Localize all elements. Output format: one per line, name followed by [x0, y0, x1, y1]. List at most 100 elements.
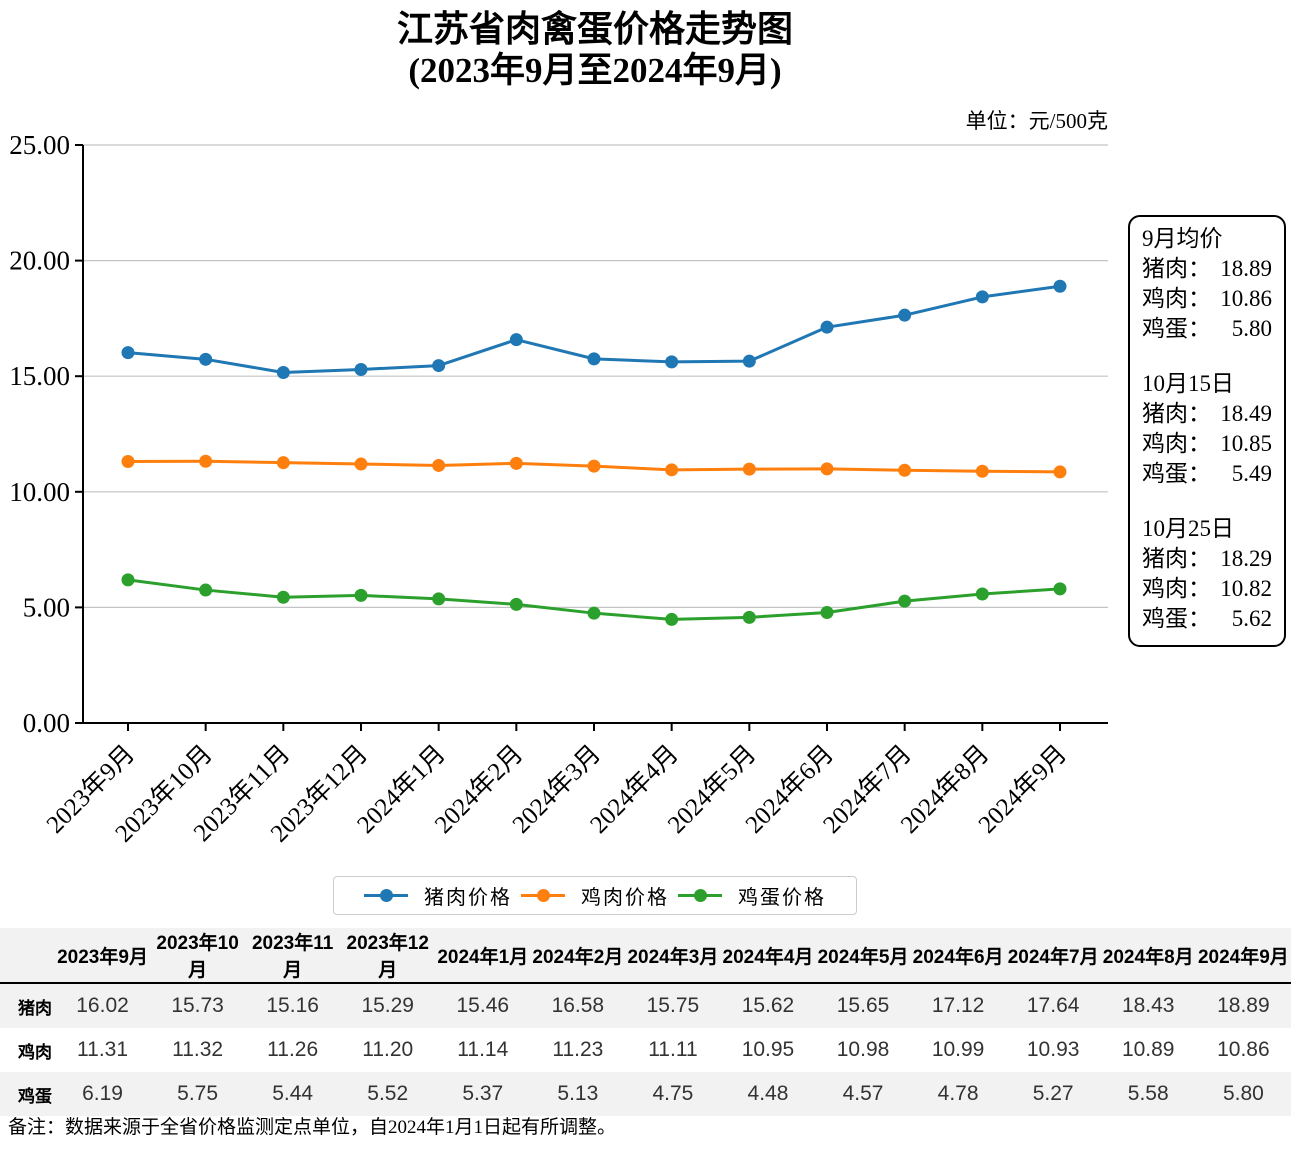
- table-cell: 11.20: [362, 1038, 414, 1061]
- panel-row: 鸡蛋： 5.62: [1142, 604, 1272, 634]
- table-cell: 11.26: [267, 1038, 319, 1061]
- data-point-pork: [121, 346, 135, 360]
- table-header-cell: 2024年1月: [435, 928, 531, 984]
- data-point-pork: [587, 352, 601, 366]
- table-cell: 5.13: [557, 1082, 599, 1105]
- row-label: 鸡蛋: [18, 1086, 52, 1106]
- table-header-cell: 2024年2月: [530, 928, 626, 984]
- row-label: 猪肉: [18, 998, 52, 1018]
- panel-row-value: 10.85: [1220, 431, 1272, 456]
- y-axis-label: 0.00: [23, 708, 70, 738]
- panel-row-value: 18.49: [1220, 401, 1272, 426]
- table-cell: 11.31: [77, 1038, 129, 1061]
- page-subtitle: (2023年9月至2024年9月): [408, 51, 782, 91]
- legend-marker-icon: [678, 889, 722, 902]
- data-point-egg: [121, 573, 135, 587]
- panel-row-label: 鸡蛋：: [1142, 316, 1211, 341]
- data-point-egg: [276, 590, 290, 604]
- footnote: 备注：数据来源于全省价格监测定点单位，自2024年1月1日起有所调整。: [8, 1117, 617, 1138]
- panel-row: 鸡蛋： 5.49: [1142, 459, 1272, 489]
- table-header-cell: 2024年5月: [815, 928, 911, 984]
- data-point-egg: [199, 583, 213, 597]
- data-point-egg: [820, 605, 834, 619]
- table-row: 猪肉 16.02 15.73 15.16 15.29 15.46 16.58 15.75 15.…: [0, 983, 1291, 1028]
- data-point-egg: [432, 592, 446, 606]
- table-corner-cell: [0, 928, 55, 984]
- table-cell: 10.89: [1121, 1038, 1175, 1061]
- y-axis-label: 15.00: [9, 361, 70, 391]
- data-point-chicken: [665, 463, 679, 477]
- chart-area: 0.00 5.00 10.00 15.00 20.00 25.00 2023年9月 2023年…: [0, 130, 1130, 870]
- table-cell: 15.73: [171, 994, 224, 1017]
- legend-label: 猪肉价格: [424, 887, 512, 909]
- table-cell: 4.78: [937, 1082, 979, 1105]
- panel-group-oct15: 10月15日 猪肉： 18.49 鸡肉： 10.85 鸡蛋： 5.49: [1142, 369, 1272, 489]
- data-point-egg: [665, 612, 679, 626]
- panel-row-value: 18.89: [1220, 256, 1272, 281]
- table-cell: 15.62: [741, 994, 795, 1017]
- legend-label: 鸡肉价格: [581, 887, 669, 909]
- panel-row-value: 5.62: [1231, 606, 1272, 631]
- data-point-pork: [432, 359, 446, 373]
- panel-row: 猪肉： 18.89: [1142, 254, 1272, 284]
- panel-row-label: 鸡肉：: [1142, 286, 1211, 311]
- price-table-body: 猪肉 16.02 15.73 15.16 15.29 15.46 16.58 15.75 15.…: [0, 983, 1291, 1116]
- panel-row: 猪肉： 18.29: [1142, 544, 1272, 574]
- table-header-cell: 2024年7月: [1005, 928, 1101, 984]
- data-point-chicken: [898, 463, 912, 477]
- table-cell: 11.11: [648, 1038, 698, 1061]
- title-block: 江苏省肉禽蛋价格走势图 (2023年9月至2024年9月): [0, 8, 1190, 92]
- price-table-head: 2023年9月 2023年10月 2023年11月 2023年12月 2024年1月 20…: [0, 928, 1291, 984]
- table-header-cell: 2023年12月: [340, 928, 436, 984]
- panel-row-value: 10.86: [1220, 286, 1272, 311]
- data-point-pork: [742, 354, 756, 368]
- panel-group-sep-average: 9月均价 猪肉： 18.89 鸡肉： 10.86 鸡蛋： 5.80: [1142, 224, 1272, 344]
- table-cell: 11.23: [552, 1038, 604, 1061]
- data-point-pork: [975, 290, 989, 304]
- data-point-chicken: [354, 457, 368, 471]
- table-header-cell: 2023年9月: [55, 928, 151, 984]
- data-point-pork: [199, 352, 213, 366]
- panel-row-label: 鸡蛋：: [1142, 606, 1211, 631]
- panel-row-label: 鸡肉：: [1142, 431, 1211, 456]
- data-point-pork: [820, 320, 834, 334]
- legend-label: 鸡蛋价格: [738, 887, 826, 909]
- y-axis-label: 10.00: [9, 477, 70, 507]
- table-cell: 10.98: [836, 1038, 890, 1061]
- table-cell: 10.99: [931, 1038, 985, 1061]
- table-cell: 17.64: [1026, 994, 1080, 1017]
- page-title: 江苏省肉禽蛋价格走势图: [396, 9, 793, 49]
- panel-row-label: 鸡蛋：: [1142, 461, 1211, 486]
- legend-item-chicken: 鸡肉价格: [521, 881, 669, 910]
- panel-row-label: 猪肉：: [1142, 256, 1211, 281]
- y-axis-label: 25.00: [9, 130, 70, 160]
- data-point-chicken: [121, 455, 135, 469]
- table-header-cell: 2024年4月: [720, 928, 816, 984]
- price-table: 2023年9月 2023年10月 2023年11月 2023年12月 2024年1月 20…: [0, 928, 1291, 1116]
- data-point-pork: [1053, 279, 1067, 293]
- panel-row: 鸡肉： 10.82: [1142, 574, 1272, 604]
- data-point-egg: [354, 588, 368, 602]
- table-cell: 5.37: [462, 1082, 504, 1105]
- table-cell: 16.02: [76, 994, 129, 1017]
- table-row: 鸡肉 11.31 11.32 11.26 11.20 11.14 11.23 11.11 10.…: [0, 1028, 1291, 1072]
- table-cell: 10.93: [1026, 1038, 1080, 1061]
- row-label: 鸡肉: [18, 1042, 52, 1062]
- data-point-chicken: [587, 459, 601, 473]
- y-axis-label: 5.00: [23, 592, 70, 622]
- table-cell: 15.46: [456, 994, 510, 1017]
- table-cell: 18.43: [1121, 994, 1175, 1017]
- data-point-egg: [1053, 582, 1067, 596]
- data-point-pork: [898, 308, 912, 322]
- data-point-egg: [742, 610, 756, 624]
- summary-panel: 9月均价 猪肉： 18.89 鸡肉： 10.86 鸡蛋： 5.80 10月15日 猪肉…: [1128, 215, 1286, 647]
- data-point-chicken: [742, 462, 756, 476]
- data-point-chicken: [432, 458, 446, 472]
- panel-row: 鸡蛋： 5.80: [1142, 314, 1272, 344]
- panel-group-title: 9月均价: [1142, 226, 1223, 251]
- table-cell: 11.32: [172, 1038, 224, 1061]
- table-cell: 5.27: [1032, 1082, 1074, 1105]
- data-point-pork: [665, 355, 679, 369]
- table-cell: 17.12: [931, 994, 985, 1017]
- panel-row-label: 鸡肉：: [1142, 576, 1211, 601]
